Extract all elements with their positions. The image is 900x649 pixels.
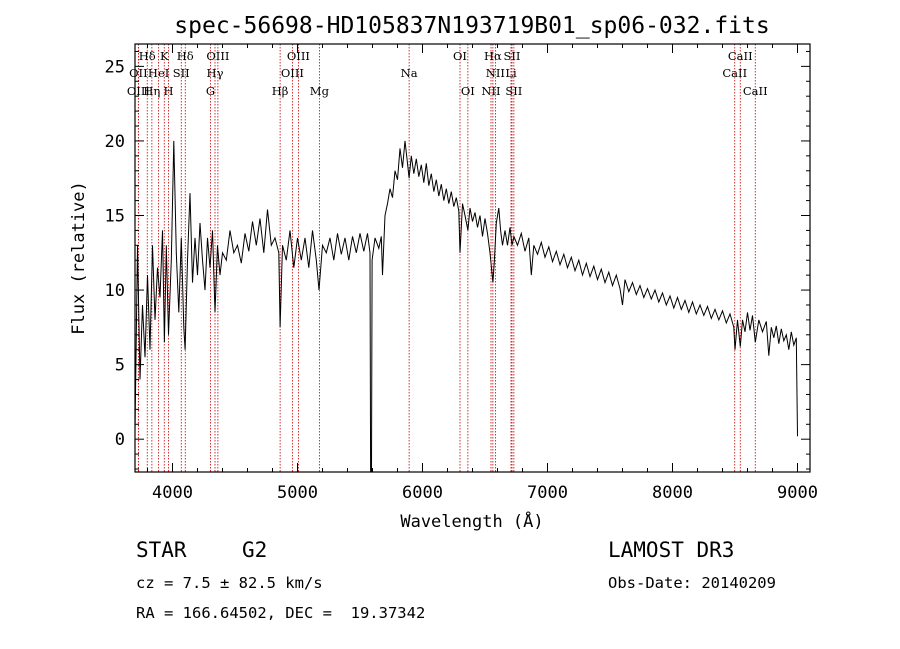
spectral-line-label: CaII — [728, 49, 753, 63]
x-axis-ticks: 4000 5000 6000 7000 8000 9000 — [147, 44, 818, 503]
y-axis-label: Flux (relative) — [69, 181, 89, 335]
plot-frame — [134, 43, 811, 473]
spectral-line-label: Hγ — [207, 66, 224, 80]
y-tick-label: 10 — [105, 281, 125, 301]
y-axis-ticks: 0 5 10 15 20 25 — [105, 50, 810, 470]
coordinates-readout: RA = 166.64502, DEC = 19.37342 — [136, 604, 426, 622]
spectral-line-label: Mg — [310, 84, 330, 98]
spectral-line-label: NII — [481, 84, 500, 98]
spectral-line-label: OII — [129, 66, 148, 80]
spectral-line-label: Li — [505, 66, 517, 80]
spectral-lines-group — [137, 44, 756, 472]
spectral-line-label: CaII — [722, 66, 747, 80]
spectral-line-label: OIII — [127, 84, 150, 98]
spectral-line-label: NII — [486, 66, 505, 80]
spectral-line-label: SII — [505, 84, 522, 98]
velocity-readout: cz = 7.5 ± 82.5 km/s — [136, 574, 323, 592]
spectral-line-label: Hβ — [272, 84, 289, 98]
spectral-line-label: OI — [453, 49, 467, 63]
spectral-line-label: H — [163, 84, 173, 98]
y-tick-label: 25 — [105, 57, 125, 77]
x-tick-label: 9000 — [777, 483, 818, 503]
x-tick-label: 5000 — [277, 483, 318, 503]
spectral-line-label: Hδ — [139, 49, 156, 63]
y-tick-label: 0 — [115, 430, 125, 450]
y-tick-label: 20 — [105, 132, 125, 152]
x-tick-label: 6000 — [402, 483, 443, 503]
spectral-line-label: OI — [461, 84, 475, 98]
spectral-line-label: SII — [173, 66, 190, 80]
y-tick-label: 15 — [105, 206, 125, 226]
spectral-line-label: OIII — [281, 66, 304, 80]
spectral-line-label: Hδ — [177, 49, 194, 63]
x-tick-label: 8000 — [652, 483, 693, 503]
spectral-line-label: Hα — [484, 49, 502, 63]
x-tick-label: 7000 — [527, 483, 568, 503]
spectral-line-label: HeI — [148, 66, 169, 80]
spectral-class: G2 — [242, 538, 268, 562]
spectral-line-label: SII — [504, 49, 521, 63]
y-tick-label: 5 — [115, 356, 125, 376]
spectral-line-label: K — [160, 49, 169, 63]
flux-series-line — [134, 140, 798, 473]
obs-date: Obs-Date: 20140209 — [608, 574, 776, 592]
spectral-line-label: G — [206, 84, 215, 98]
object-type: STAR — [136, 538, 187, 562]
spectral-line-label: Na — [401, 66, 418, 80]
spectral-line-label: OIII — [206, 49, 229, 63]
x-axis-label: Wavelength (Å) — [400, 510, 543, 532]
survey-name: LAMOST DR3 — [608, 538, 735, 562]
spectral-line-label: Hη — [143, 84, 160, 98]
chart-title: spec-56698-HD105837N193719B01_sp06-032.f… — [174, 13, 769, 39]
spectral-line-label: OIII — [287, 49, 310, 63]
spectral-line-label: CaII — [743, 84, 768, 98]
x-tick-label: 4000 — [152, 483, 193, 503]
